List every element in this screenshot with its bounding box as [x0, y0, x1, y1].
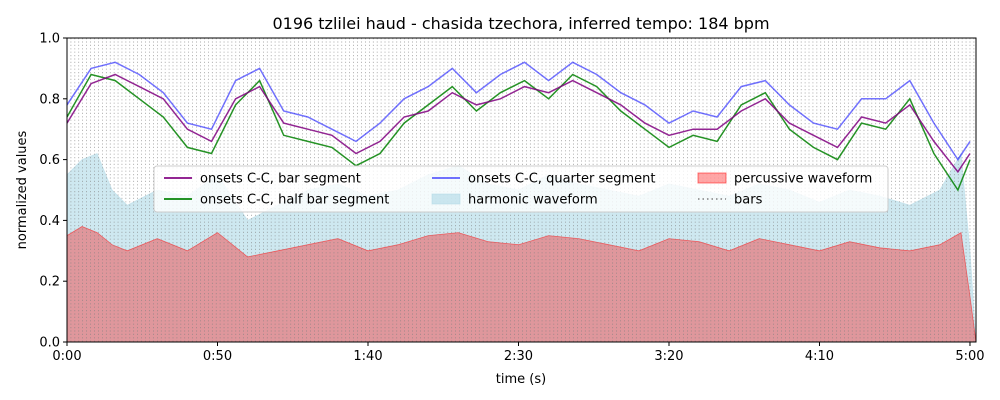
legend-label-bar: onsets C-C, bar segment — [200, 172, 361, 187]
legend-label-bars: bars — [734, 193, 763, 208]
legend: onsets C-C, bar segment onsets C-C, quart… — [153, 165, 889, 213]
y-tick-label: 0.8 — [39, 92, 60, 107]
legend-label-percussive: percussive waveform — [734, 172, 872, 187]
x-axis-label: time (s) — [496, 372, 546, 387]
y-tick-label: 0.4 — [39, 214, 60, 229]
x-tick-label: 0:00 — [52, 349, 81, 364]
y-tick-label: 0.0 — [39, 336, 60, 351]
y-tick-label: 1.0 — [39, 32, 60, 47]
series-line-bar — [67, 73, 971, 174]
series-line-quarter — [67, 61, 971, 161]
x-tick-label: 0:50 — [203, 349, 232, 364]
legend-swatch-harmonic — [431, 193, 461, 205]
legend-swatch-percussive — [697, 172, 727, 184]
legend-label-half: onsets C-C, half bar segment — [200, 193, 389, 208]
y-tick-label: 0.2 — [39, 275, 60, 290]
legend-label-harmonic: harmonic waveform — [468, 193, 598, 208]
series-line-half — [67, 73, 971, 192]
x-tick-label: 5:00 — [955, 349, 984, 364]
legend-box — [153, 165, 889, 213]
y-axis-label: normalized values — [15, 130, 30, 249]
plot-frame — [66, 37, 977, 343]
chart-title: 0196 tzlilei haud - chasida tzechora, in… — [272, 14, 769, 33]
x-tick-label: 1:40 — [353, 349, 382, 364]
x-tick-label: 3:20 — [654, 349, 683, 364]
x-tick-label: 4:10 — [805, 349, 834, 364]
legend-label-quarter: onsets C-C, quarter segment — [468, 172, 655, 187]
x-tick-label: 2:30 — [504, 349, 533, 364]
axes-layer: 0:00 0:50 1:40 2:30 3:20 4:10 5:00 0.0 0.2 0.4 0.6… — [39, 32, 984, 365]
y-tick-label: 0.6 — [39, 153, 60, 168]
